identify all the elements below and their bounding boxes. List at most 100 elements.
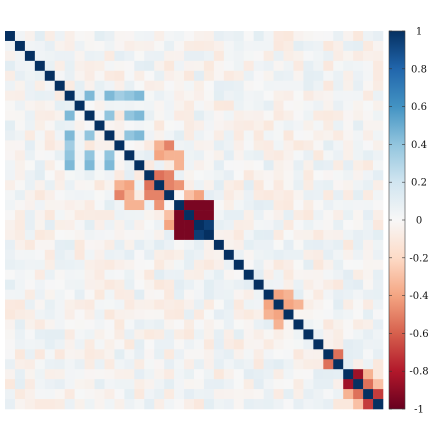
heatmap-cell (154, 50, 165, 62)
heatmap-cell (273, 359, 284, 370)
heatmap-cell (323, 229, 334, 241)
heatmap-cell (213, 190, 225, 201)
heatmap-cell (333, 309, 344, 320)
heatmap-cell (363, 130, 374, 141)
heatmap-cell (84, 259, 95, 271)
heatmap-cell (363, 279, 374, 290)
heatmap-cell (213, 180, 225, 191)
heatmap-cell (64, 170, 75, 181)
heatmap-cell (313, 170, 324, 181)
heatmap-cell (293, 239, 304, 251)
heatmap-cell (343, 180, 354, 191)
heatmap-cell (94, 50, 105, 62)
heatmap-cell (44, 329, 56, 340)
heatmap-cell (14, 399, 26, 410)
heatmap-cell (203, 249, 215, 261)
heatmap-cell (154, 309, 165, 320)
heatmap-cell (44, 50, 56, 62)
heatmap-cell (203, 31, 215, 42)
heatmap-cell (273, 269, 284, 280)
heatmap-cell (64, 60, 75, 72)
heatmap-cell (104, 200, 115, 211)
heatmap-cell (144, 299, 155, 310)
heatmap-cell (253, 299, 264, 310)
heatmap-cell (313, 299, 324, 310)
heatmap-cell (154, 269, 165, 280)
heatmap-cell (84, 150, 95, 161)
heatmap-cell (74, 259, 85, 271)
heatmap-cell (343, 379, 354, 390)
heatmap-cell (233, 110, 245, 121)
heatmap-cell (273, 279, 284, 290)
heatmap-cell (104, 249, 115, 261)
heatmap-cell (74, 220, 85, 231)
heatmap-cell (263, 50, 274, 62)
heatmap-cell (114, 160, 125, 171)
heatmap-cell (293, 31, 304, 42)
heatmap-cell (233, 339, 245, 350)
heatmap-cell (144, 80, 155, 91)
heatmap-cell (74, 80, 85, 91)
heatmap-cell (353, 359, 364, 370)
heatmap-cell (94, 220, 105, 231)
heatmap-cell (253, 379, 264, 390)
heatmap-cell (134, 339, 145, 350)
heatmap-cell (213, 130, 225, 141)
heatmap-cell (194, 279, 205, 290)
heatmap-cell (223, 269, 235, 280)
heatmap-cell (174, 120, 185, 131)
heatmap-cell (233, 60, 245, 72)
heatmap-cell (313, 379, 324, 390)
heatmap-cell (313, 249, 324, 261)
heatmap-cell (243, 389, 254, 400)
heatmap-cell (94, 299, 105, 310)
heatmap-cell (273, 130, 284, 141)
heatmap-cell (44, 269, 56, 280)
heatmap-cell (34, 210, 46, 221)
heatmap-cell (343, 120, 354, 131)
heatmap-cell (313, 200, 324, 211)
heatmap-cell (353, 110, 364, 121)
heatmap-cell (134, 120, 145, 131)
heatmap-cell (64, 259, 75, 271)
heatmap-cell (104, 259, 115, 271)
heatmap-cell (373, 399, 384, 410)
heatmap-cell (223, 229, 235, 241)
heatmap-cell (203, 379, 215, 390)
heatmap-cell (194, 180, 205, 191)
heatmap-cell (114, 399, 125, 410)
heatmap-cell (84, 299, 95, 310)
heatmap-cell (184, 31, 195, 42)
heatmap-cell (124, 70, 135, 82)
heatmap-cell (74, 229, 85, 241)
heatmap-cell (164, 359, 175, 370)
heatmap-cell (184, 369, 195, 380)
heatmap-cell (203, 130, 215, 141)
heatmap-cell (363, 150, 374, 161)
heatmap-cell (114, 239, 125, 251)
heatmap-cell (233, 31, 245, 42)
heatmap-cell (243, 289, 254, 300)
heatmap-cell (243, 249, 254, 261)
heatmap-cell (233, 359, 245, 370)
heatmap-cell (5, 349, 16, 360)
heatmap-cell (174, 399, 185, 410)
heatmap-cell (343, 359, 354, 370)
heatmap-cell (114, 180, 125, 191)
heatmap-cell (94, 389, 105, 400)
heatmap-cell (64, 269, 75, 280)
heatmap-cell (154, 90, 165, 101)
heatmap-cell (34, 299, 46, 310)
heatmap-cell (94, 279, 105, 290)
heatmap-cell (184, 389, 195, 400)
heatmap-cell (124, 389, 135, 400)
heatmap-cell (213, 50, 225, 62)
heatmap-cell (263, 339, 274, 350)
heatmap-cell (74, 31, 85, 42)
heatmap-cell (94, 150, 105, 161)
heatmap-cell (24, 210, 36, 221)
heatmap-cell (184, 200, 195, 211)
heatmap-cell (333, 210, 344, 221)
heatmap-cell (373, 80, 384, 91)
heatmap-cell (134, 349, 145, 360)
